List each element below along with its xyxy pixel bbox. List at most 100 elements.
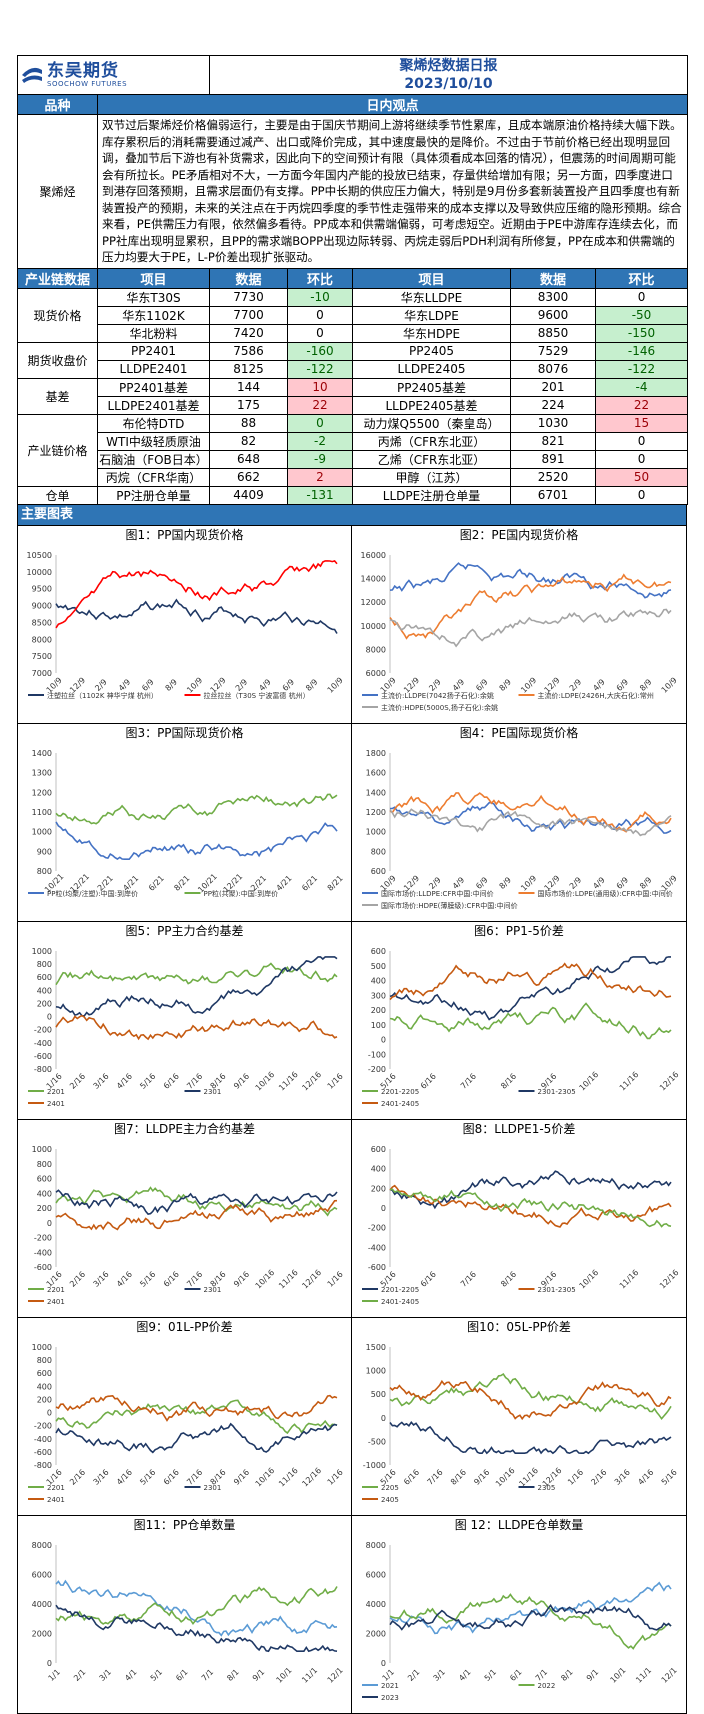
x-tick-label: 4/16 xyxy=(115,1467,134,1486)
x-tick-label: 4/9 xyxy=(591,677,606,692)
company-logo-icon xyxy=(20,64,44,86)
company-name-en: SOOCHOW FUTURES xyxy=(47,80,128,88)
y-tick-label: 2000 xyxy=(32,1629,52,1638)
chart-plot: 1000 800 600 400 200 0 -200 -400 -600 -800 1/16 2/1… xyxy=(28,1343,345,1504)
y-tick-label: 1100 xyxy=(32,808,52,817)
item-name: PP注册仓单量 xyxy=(97,485,210,505)
item-value-2: 2520 xyxy=(510,467,596,487)
x-tick-label: 4/16 xyxy=(636,1467,655,1486)
legend-label: 2021 xyxy=(381,1682,399,1690)
x-tick-label: 1/16 xyxy=(326,1269,345,1288)
chart-panel: 图1：PP国内现货价格 10500 10000 9500 9000 8500 8000 750… xyxy=(17,525,352,724)
y-tick-label: 1500 xyxy=(366,1343,386,1352)
y-tick-label: 0 xyxy=(381,1659,386,1668)
chart-panel: 图10：05L-PP价差 1500 1000 500 0 -500 -1000 5/16 6/1… xyxy=(352,1317,687,1516)
chart-plot: 1000 800 600 400 200 0 -200 -400 -600 -800 1/16 2/1… xyxy=(28,947,345,1108)
legend-label: 2201 xyxy=(47,1286,65,1294)
x-tick-label: 10/9 xyxy=(519,675,538,694)
legend-label: 2401-2405 xyxy=(381,1100,419,1108)
chart-panel: 图 12：LLDPE仓单数量 8000 6000 4000 2000 0 1/1 2/1 3/1… xyxy=(352,1515,687,1714)
x-tick-label: 2/9 xyxy=(93,677,108,692)
series-line xyxy=(389,561,672,599)
series-line xyxy=(389,1184,672,1228)
y-tick-label: 7500 xyxy=(32,652,52,661)
item-change: -122 xyxy=(287,359,353,379)
x-tick-label: 12/16 xyxy=(300,1069,323,1092)
x-tick-label: 4/1 xyxy=(123,1667,138,1682)
series-line xyxy=(55,1014,338,1040)
report-title: 聚烯烃数据日报 xyxy=(399,58,498,74)
x-tick-label: 2/16 xyxy=(589,1467,608,1486)
legend-label: 2301-2305 xyxy=(538,1286,576,1294)
x-tick-label: 5/16 xyxy=(660,1467,679,1486)
x-tick-label: 2/9 xyxy=(427,875,442,890)
x-tick-label: 12/16 xyxy=(658,1267,681,1290)
x-tick-label: 6/16 xyxy=(162,1269,181,1288)
item-name: 丙烷（CFR华南） xyxy=(97,467,210,487)
x-tick-label: 1/1 xyxy=(46,1667,61,1682)
chart-title: 图5：PP主力合约基差 xyxy=(125,923,244,938)
item-change-2: 15 xyxy=(594,413,689,433)
x-tick-label: 8/21 xyxy=(326,873,345,892)
series-line xyxy=(55,1422,338,1454)
x-tick-label: 4/9 xyxy=(257,677,272,692)
data-header-change: 环比 xyxy=(287,267,353,289)
legend-label: 2201 xyxy=(47,1088,65,1096)
item-change: 2 xyxy=(287,467,353,487)
series-line xyxy=(55,559,338,628)
x-tick-label: 12/16 xyxy=(300,1267,323,1290)
y-tick-label: 8000 xyxy=(366,1541,386,1550)
legend-label: 拉丝拉丝（T30S 宁波富德 杭州） xyxy=(204,691,310,700)
x-tick-label: 9/16 xyxy=(232,1071,251,1090)
x-tick-label: 2/9 xyxy=(427,677,442,692)
x-tick-label: 8/16 xyxy=(499,1071,518,1090)
x-tick-label: 3/16 xyxy=(92,1071,111,1090)
legend-label: 2301-2305 xyxy=(538,1088,576,1096)
x-tick-label: 4/9 xyxy=(591,875,606,890)
series-line xyxy=(55,792,338,825)
x-tick-label: 10/9 xyxy=(185,675,204,694)
y-tick-label: 600 xyxy=(37,973,52,982)
item-change: 10 xyxy=(287,377,353,397)
y-tick-label: 300 xyxy=(371,991,386,1000)
y-tick-label: 9000 xyxy=(32,601,52,610)
item-change-2: -4 xyxy=(594,377,689,397)
data-header-value-2: 数据 xyxy=(510,267,596,289)
item-value: 7730 xyxy=(209,287,288,307)
y-tick-label: 400 xyxy=(37,1382,52,1391)
x-tick-label: 3/16 xyxy=(92,1269,111,1288)
y-tick-label: 800 xyxy=(37,867,52,876)
y-tick-label: 6000 xyxy=(366,1570,386,1579)
x-tick-label: 2/16 xyxy=(68,1071,87,1090)
item-change: 0 xyxy=(287,305,353,325)
item-change: 22 xyxy=(287,395,353,415)
table-row: 产业链价格 布伦特DTD 88 0 动力煤Q5500（秦皇岛） 1030 15 xyxy=(17,413,689,487)
series-line xyxy=(389,1420,672,1454)
item-name-2: 乙烯（CFR东北亚） xyxy=(352,449,511,469)
x-tick-label: 8/1 xyxy=(225,1667,240,1682)
y-tick-label: 0 xyxy=(381,1035,386,1044)
x-tick-label: 2/1 xyxy=(406,1667,421,1682)
series-line xyxy=(389,1169,672,1209)
chart-panel: 图8：LLDPE1-5价差 600 400 200 0 -200 -400 -600 5/16 6… xyxy=(352,1119,687,1318)
y-tick-label: 400 xyxy=(37,1189,52,1198)
y-tick-label: -400 xyxy=(34,1248,52,1257)
item-name: 华北粉料 xyxy=(97,323,210,343)
x-tick-label: 10/9 xyxy=(660,675,679,694)
chart-panel: 图9：01L-PP价差 1000 800 600 400 200 0 -200 -400 -600… xyxy=(17,1317,352,1516)
y-tick-label: 200 xyxy=(371,1006,386,1015)
y-tick-label: 1000 xyxy=(32,1343,52,1352)
x-tick-label: 11/16 xyxy=(618,1069,641,1092)
series-line xyxy=(55,1188,338,1215)
item-change-2: 0 xyxy=(594,449,689,469)
group-label: 基差 xyxy=(17,377,98,415)
item-value-2: 1030 xyxy=(510,413,596,433)
item-name-2: 甲醇（江苏） xyxy=(352,467,511,487)
item-name: 石脑油（FOB日本） xyxy=(97,449,210,469)
y-tick-label: 0 xyxy=(47,1659,52,1668)
y-tick-label: 1200 xyxy=(32,788,52,797)
series-line xyxy=(389,961,672,1000)
